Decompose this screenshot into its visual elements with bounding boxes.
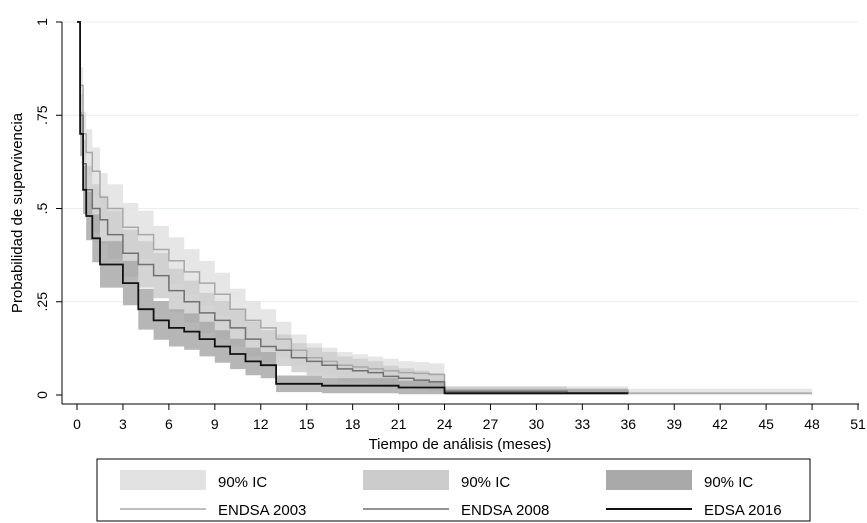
legend-ci-swatch [363, 470, 449, 490]
x-tick-label: 51 [850, 416, 866, 432]
x-tick-label: 48 [804, 416, 820, 432]
x-tick-label: 27 [483, 416, 499, 432]
legend-ci-swatch [120, 470, 206, 490]
x-tick-label: 33 [575, 416, 591, 432]
y-axis-title: Probabilidad de supervivencia [9, 112, 26, 313]
x-tick-label: 45 [758, 416, 774, 432]
x-tick-label: 6 [165, 416, 173, 432]
legend-ci-label: 90% IC [461, 474, 510, 491]
legend-series-label: EDSA 2016 [704, 502, 782, 519]
x-tick-label: 12 [253, 416, 269, 432]
ci-band [77, 22, 813, 395]
x-tick-label: 18 [345, 416, 361, 432]
y-tick-label: 1 [34, 18, 50, 26]
legend-ci-label: 90% IC [704, 474, 753, 491]
x-axis-title: Tiempo de análisis (meses) [369, 436, 552, 453]
x-tick-label: 15 [299, 416, 315, 432]
confidence-bands [77, 22, 813, 395]
ci-band [77, 22, 629, 395]
legend-ci-label: 90% IC [218, 474, 267, 491]
x-tick-label: 0 [73, 416, 81, 432]
x-tick-label: 3 [119, 416, 127, 432]
survival-lines [77, 21, 813, 395]
x-tick-label: 30 [529, 416, 545, 432]
y-tick-label: .25 [34, 292, 50, 312]
survival-line [77, 21, 813, 394]
legend-series-label: ENDSA 2003 [218, 502, 306, 519]
legend-ci-swatch [606, 470, 692, 490]
y-tick-label: 0 [34, 391, 50, 399]
legend-series-label: ENDSA 2008 [461, 502, 549, 519]
y-tick-label: .75 [34, 105, 50, 125]
x-tick-label: 21 [391, 416, 407, 432]
x-tick-label: 36 [621, 416, 637, 432]
y-tick-label: .5 [34, 202, 50, 214]
legend: 90% IC ENDSA 2003 90% IC ENDSA 2008 90% IC ED… [96, 458, 811, 522]
x-tick-label: 42 [712, 416, 728, 432]
x-tick-label: 39 [666, 416, 682, 432]
x-tick-label: 24 [437, 416, 453, 432]
survival-line [77, 21, 629, 394]
axes [61, 22, 859, 405]
survival-line [77, 21, 629, 395]
x-tick-label: 9 [211, 416, 219, 432]
